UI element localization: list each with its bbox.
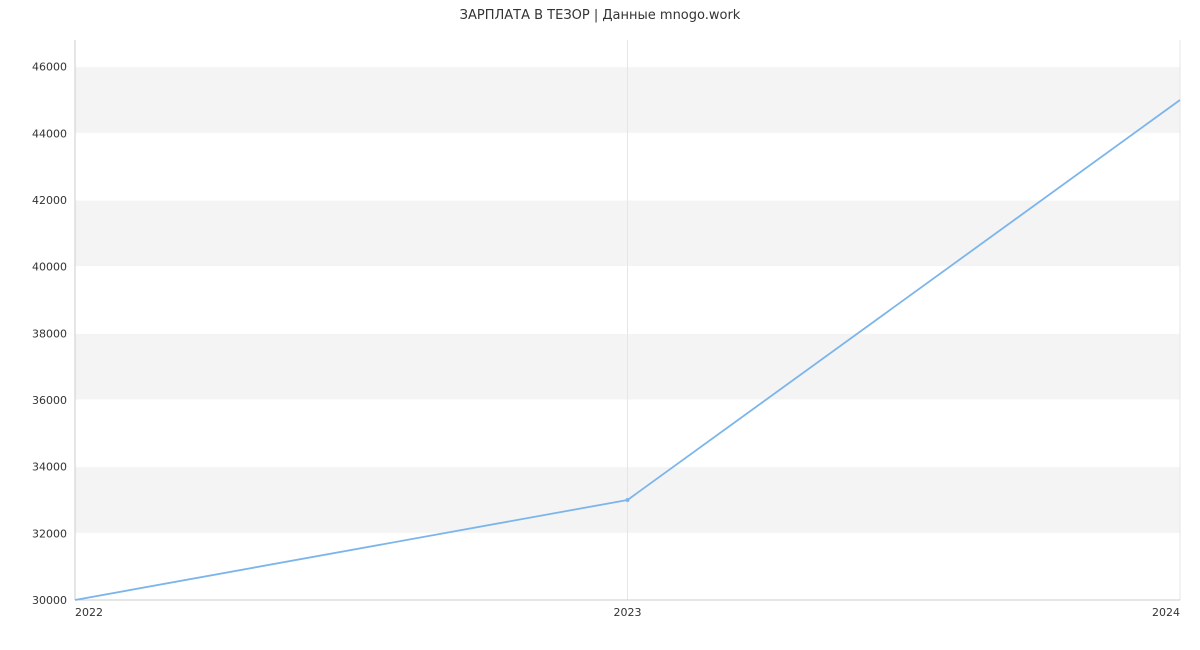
chart-container: ЗАРПЛАТА В ТЕЗОР | Данные mnogo.work 300… [0, 0, 1200, 650]
y-tick-label: 30000 [32, 594, 67, 607]
y-tick-label: 38000 [32, 327, 67, 340]
salary-line-chart: 30000 32000 34000 36000 38000 40000 42000 44000… [0, 0, 1200, 650]
series-marker [626, 498, 630, 502]
y-tick-label: 44000 [32, 127, 67, 140]
y-tick-label: 34000 [32, 461, 67, 474]
y-tick-label: 42000 [32, 194, 67, 207]
y-tick-label: 46000 [32, 61, 67, 74]
x-tick-label: 2022 [75, 606, 103, 619]
y-tick-label: 36000 [32, 394, 67, 407]
x-tick-label: 2024 [1152, 606, 1180, 619]
y-tick-label: 40000 [32, 261, 67, 274]
y-tick-label: 32000 [32, 527, 67, 540]
x-tick-label: 2023 [614, 606, 642, 619]
